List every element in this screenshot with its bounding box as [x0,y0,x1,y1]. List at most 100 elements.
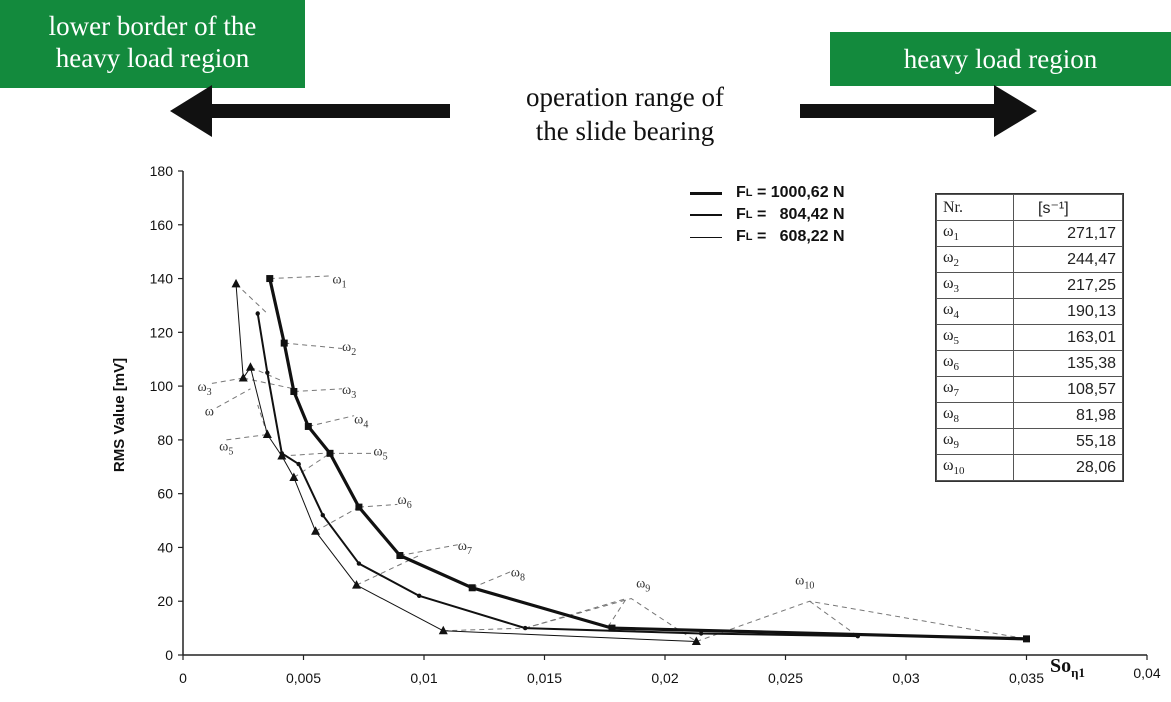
dashed-connector [269,275,333,280]
dashed-connector [358,503,398,508]
right-arrow [800,85,1037,137]
omega-symbol: ω [458,539,467,554]
operation-range-line2: the slide bearing [535,116,715,146]
dashed-connector [308,415,355,427]
x-tick-label: 0,025 [768,670,803,686]
omega-symbol: ω [219,439,228,454]
data-point-triangle [231,278,241,288]
omega-symbol: ω [636,576,645,591]
omega-subscript: 7 [953,387,960,400]
legend-line-medium [690,214,722,216]
legend-line-thin [690,236,722,238]
omega-label: ω3 [342,383,356,401]
data-point-square [608,624,616,632]
omega-subscript: 4 [363,419,368,430]
omega-table-symbol: ω2 [936,246,1014,273]
omega-table-value: 108,57 [1013,376,1123,403]
omega-table-symbol: ω1 [936,220,1014,247]
omega-symbol: ω [943,353,954,371]
y-axis-label: RMS Value [mV] [111,358,128,472]
omega-table-box: Nr. [s⁻¹] ω1 271,17 ω2 244,47 ω3 217,25 ω4 190,… [935,193,1124,482]
omega-label: ω9 [636,576,650,594]
legend-value: = 804,42 N [752,206,845,223]
omega-subscript: 5 [953,335,960,348]
data-point-triangle [438,625,448,635]
dashed-connector [281,452,323,457]
left-arrow [170,85,450,137]
omega-table-row: ω4 190,13 [936,298,1123,325]
omega-label: ω10 [795,574,814,592]
x-axis-title-sub: η1 [1071,665,1086,680]
omega-symbol: ω [332,273,341,288]
omega-table-symbol: ω3 [936,272,1014,299]
series-line [235,283,697,643]
x-axis-title: Soη1 [1050,655,1085,681]
omega-table-value: 271,17 [1013,220,1123,247]
omega-subscript: 9 [645,583,650,594]
data-point-square [304,422,312,430]
y-tick-label: 0 [165,647,173,663]
x-tick-label: 0 [179,670,187,686]
legend-value: = 1000,62 N [752,184,845,201]
omega-label: ω2 [342,340,356,358]
dashed-connector [399,544,458,557]
omega-table-row: ω10 28,06 [936,454,1123,481]
omega-table-row: ω5 163,01 [936,324,1123,351]
omega-symbol: ω [943,457,954,475]
omega-table-value: 217,25 [1013,272,1123,299]
omega-symbol: ω [197,380,206,395]
omega-label: ω5 [219,439,233,457]
omega-table-symbol: ω4 [936,298,1014,325]
data-point-square [468,584,476,592]
omega-symbol: ω [943,223,954,241]
omega-subscript: 6 [407,500,412,511]
omega-subscript: 8 [953,413,960,426]
x-tick-label: 0,015 [527,670,562,686]
series-line [256,313,858,638]
omega-table-symbol: ω10 [936,454,1014,481]
legend-f-sub: L [745,187,753,199]
omega-table-row: ω6 135,38 [936,350,1123,377]
omega-subscript: 9 [953,439,960,452]
legend-line-thick [690,191,722,195]
omega-symbol: ω [943,379,954,397]
dashed-connector [284,342,343,349]
heavy-load-banner: heavy load region [830,32,1171,86]
omega-symbol: ω [943,431,954,449]
operation-range-text: operation range of the slide bearing [455,80,795,148]
omega-subscript: 3 [207,387,212,398]
omega-table-value: 163,01 [1013,324,1123,351]
lower-border-banner-line1: lower border of the [48,11,257,41]
data-point-circle [855,633,860,639]
omega-label: ω8 [511,566,525,584]
legend-f-symbol: F [736,228,746,245]
omega-symbol: ω [511,566,520,581]
data-point-triangle [289,472,299,482]
x-tick-label: 0,04 [1133,665,1160,681]
data-point-circle [416,593,422,599]
omega-subscript: 8 [520,573,525,584]
omega-subscript: 1 [953,231,960,244]
omega-label: ω4 [354,412,368,430]
y-tick-label: 120 [150,324,174,340]
omega-header-nr: Nr. [936,194,1014,221]
data-point-square [280,339,288,347]
series-line [268,278,1027,641]
dashed-connector [315,506,360,532]
dashed-connector [443,597,628,632]
omega-subscript: 5 [228,446,233,457]
omega-symbol: ω [943,327,954,345]
x-tick-label: 0,02 [651,670,678,686]
dashed-connector [809,600,859,637]
y-tick-label: 140 [150,271,174,287]
omega-table-symbol: ω7 [936,376,1014,403]
omega-subscript: 3 [351,390,356,401]
omega-table-value: 190,13 [1013,298,1123,325]
omega-subscript: 3 [953,283,960,296]
omega-table-row: ω8 81,98 [936,402,1123,429]
